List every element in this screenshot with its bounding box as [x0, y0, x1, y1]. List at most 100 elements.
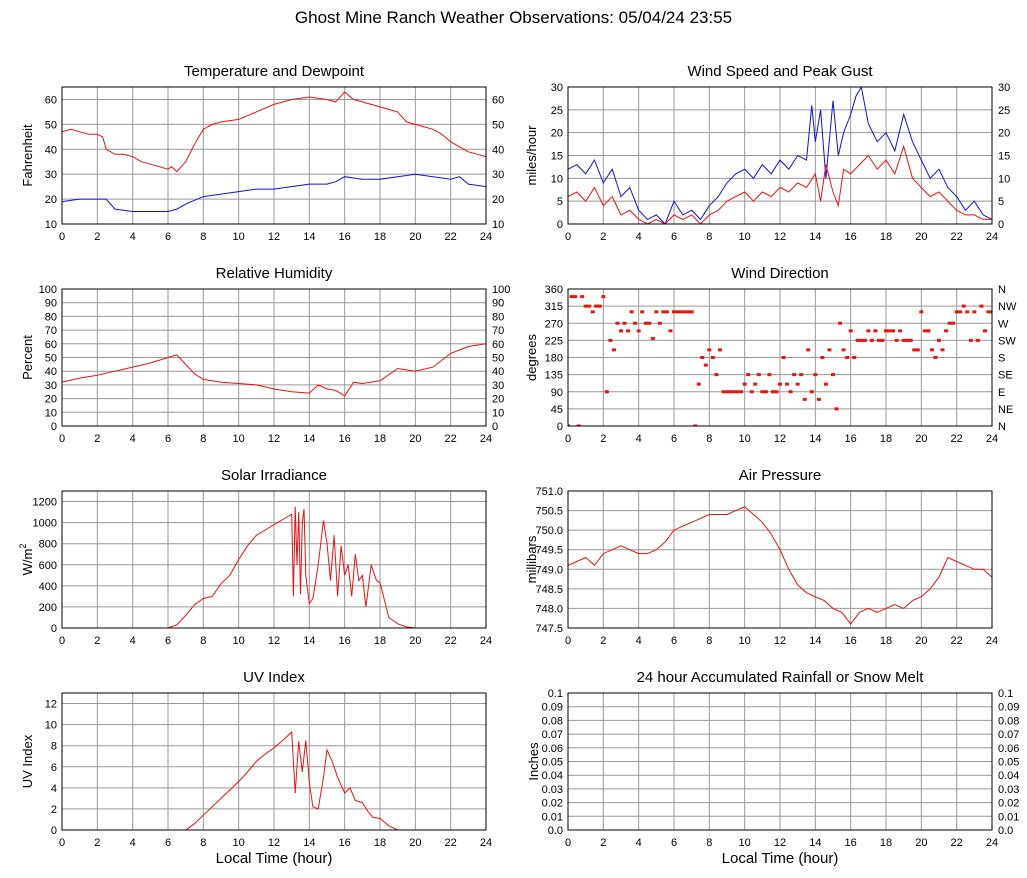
compass-label: W [998, 318, 1009, 330]
x-tick-label: 24 [986, 231, 998, 243]
data-point [640, 310, 645, 314]
x-tick-label: 4 [130, 635, 136, 647]
data-point [604, 390, 609, 394]
x-tick-label: 8 [706, 635, 712, 647]
data-point [855, 338, 860, 342]
x-tick-label: 12 [774, 837, 786, 849]
y-axis-label: UV Index [20, 734, 35, 788]
x-tick-label: 12 [268, 837, 280, 849]
y-tick-label-right: 25 [998, 105, 1010, 117]
x-tick-label: 24 [480, 837, 492, 849]
data-point [933, 356, 938, 359]
y-tick-label-right: 0.03 [998, 784, 1019, 796]
y-tick-label-right: 0.05 [998, 757, 1019, 769]
data-point [619, 329, 623, 333]
data-point [633, 321, 638, 325]
x-tick-label: 14 [303, 635, 315, 647]
data-point [799, 373, 804, 377]
y-tick-label: 70 [45, 325, 57, 337]
x-tick-label: 14 [809, 231, 821, 243]
y-tick-label: 750.5 [535, 506, 563, 518]
y-tick-label: 0 [51, 421, 57, 433]
y-tick-label: 0.1 [548, 688, 563, 700]
data-point [951, 321, 956, 325]
x-tick-label: 14 [303, 433, 315, 445]
y-tick-label-right: 0.09 [998, 702, 1019, 714]
data-point [926, 329, 931, 333]
data-point [622, 321, 627, 325]
y-tick-label-right: 60 [492, 94, 504, 106]
compass-label: N [998, 284, 1006, 296]
data-point [728, 390, 733, 394]
data-point [580, 295, 585, 299]
y-tick-label: 6 [51, 762, 57, 774]
y-tick-label-right: 0 [998, 219, 1004, 231]
x-tick-label: 0 [565, 231, 571, 243]
x-tick-label: 4 [636, 231, 642, 243]
y-tick-label: 60 [45, 94, 57, 106]
x-tick-label: 8 [200, 635, 206, 647]
data-point [852, 356, 857, 359]
compass-label: N [998, 421, 1006, 433]
y-tick-label: 45 [551, 404, 563, 416]
x-tick-label: 22 [445, 433, 457, 445]
data-point [753, 382, 758, 386]
y-tick-label: 20 [45, 394, 57, 406]
y-tick-label: 0.06 [542, 743, 563, 755]
y-tick-label: 0.01 [542, 811, 563, 823]
data-point [668, 329, 673, 333]
x-tick-label: 18 [880, 837, 892, 849]
data-point [763, 390, 768, 394]
chart-title: 24 hour Accumulated Rainfall or Snow Mel… [637, 669, 925, 686]
chart-title: Temperature and Dewpoint [184, 63, 365, 80]
y-tick-label: 100 [39, 284, 57, 296]
plot-frame [61, 692, 487, 831]
y-tick-label: 0.09 [542, 702, 563, 714]
y-tick-label: 10 [45, 219, 57, 231]
data-point [972, 310, 977, 314]
data-point [813, 373, 818, 377]
plot-frame [61, 288, 487, 427]
plot-frame [567, 86, 993, 225]
y-tick-label: 315 [545, 301, 563, 313]
x-tick-label: 12 [268, 635, 280, 647]
data-point [700, 356, 705, 359]
plot-frame [567, 692, 993, 831]
compass-label: S [998, 353, 1005, 365]
x-tick-label: 0 [59, 635, 65, 647]
data-point [795, 382, 800, 386]
x-tick-label: 20 [915, 635, 927, 647]
x-tick-label: 8 [706, 231, 712, 243]
y-tick-label: 50 [45, 353, 57, 365]
series-line-1 [62, 506, 486, 628]
x-tick-label: 0 [59, 837, 65, 849]
x-tick-label: 12 [774, 635, 786, 647]
y-tick-label: 749.5 [535, 545, 563, 557]
y-axis-label: miles/hour [524, 125, 539, 186]
data-point [703, 363, 708, 367]
y-tick-label: 225 [545, 335, 563, 347]
y-tick-label: 0.05 [542, 757, 563, 769]
data-point [838, 321, 843, 325]
y-tick-label-right: 90 [492, 298, 504, 310]
y-tick-label-right: 0.08 [998, 715, 1019, 727]
data-point [816, 397, 821, 401]
chart-title: Wind Direction [731, 265, 829, 282]
x-tick-label: 20 [915, 837, 927, 849]
data-point [679, 310, 684, 314]
data-point [710, 356, 715, 359]
y-tick-label: 0 [51, 825, 57, 837]
y-tick-label-right: 80 [492, 311, 504, 323]
x-tick-label: 14 [809, 433, 821, 445]
x-tick-label: 14 [809, 635, 821, 647]
data-point [873, 329, 878, 333]
data-point [587, 304, 592, 308]
x-tick-label: 18 [374, 837, 386, 849]
data-point [965, 310, 970, 314]
x-tick-label: 10 [233, 231, 245, 243]
data-point [664, 310, 669, 314]
y-tick-label: 80 [45, 311, 57, 323]
